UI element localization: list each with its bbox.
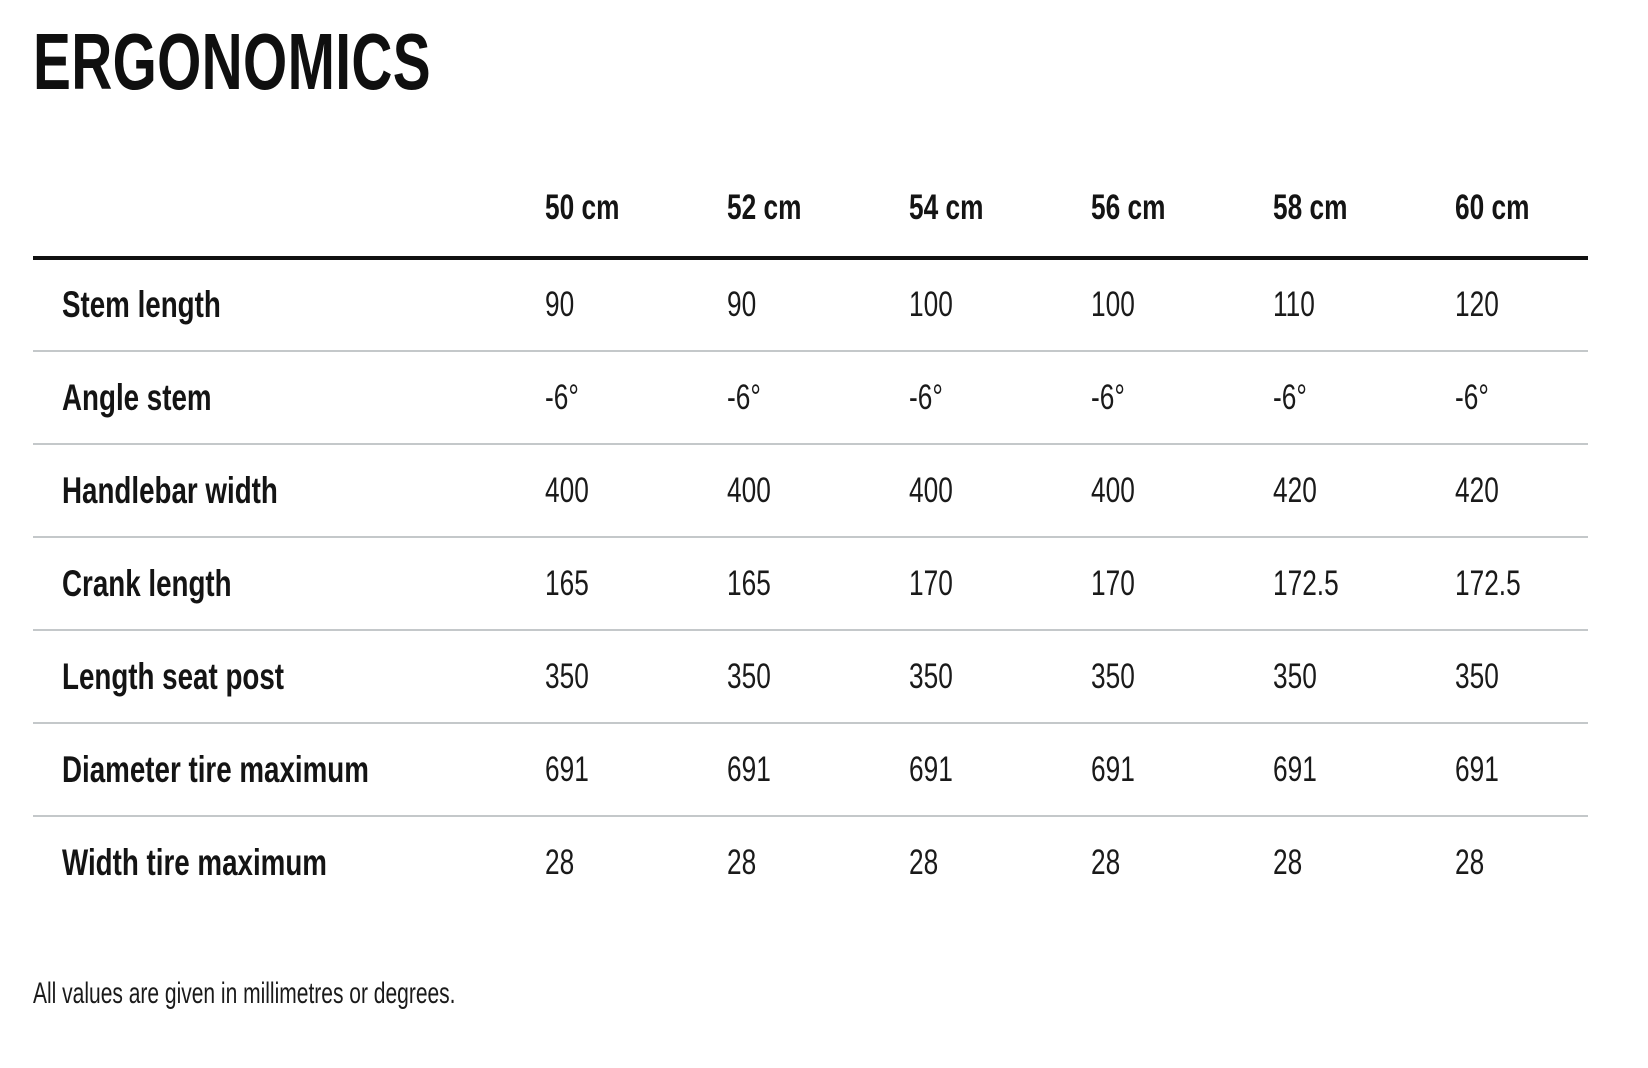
cell: 28 xyxy=(727,815,909,909)
ergonomics-table: 50 cm 52 cm 54 cm 56 cm 58 cm 60 cm Stem… xyxy=(33,160,1588,909)
cell: 120 xyxy=(1455,285,1499,324)
row-handlebar-width: Handlebar width 400 400 400 400 420 420 xyxy=(33,443,1588,537)
cell: 165 xyxy=(727,536,909,630)
page-title: ERGONOMICS xyxy=(33,22,1648,102)
cell: 350 xyxy=(545,629,727,723)
column-header-50cm: 50 cm xyxy=(545,160,727,260)
cell: 350 xyxy=(1455,629,1588,723)
column-header-label: 58 cm xyxy=(1273,188,1348,227)
column-header-label: 50 cm xyxy=(545,188,620,227)
row-angle-stem: Angle stem -6° -6° -6° -6° -6° -6° xyxy=(33,350,1588,444)
header-row: 50 cm 52 cm 54 cm 56 cm 58 cm 60 cm xyxy=(33,160,1588,260)
row-length-seat-post: Length seat post 350 350 350 350 350 350 xyxy=(33,629,1588,723)
row-label: Length seat post xyxy=(33,629,545,723)
column-header-label: 56 cm xyxy=(1091,188,1166,227)
cell: 90 xyxy=(727,285,757,324)
cell: 100 xyxy=(909,285,953,324)
cell: -6° xyxy=(727,350,909,444)
cell: -6° xyxy=(545,350,727,444)
cell: -6° xyxy=(1273,350,1455,444)
cell: 420 xyxy=(1273,443,1455,537)
cell: 172.5 xyxy=(1273,536,1455,630)
cell: 170 xyxy=(1091,536,1273,630)
row-label: Stem length xyxy=(62,284,221,325)
column-header-54cm: 54 cm xyxy=(909,160,1091,260)
column-header-label: 54 cm xyxy=(909,188,984,227)
row-width-tire-maximum: Width tire maximum 28 28 28 28 28 28 xyxy=(33,815,1588,909)
cell: 110 xyxy=(1273,285,1315,324)
cell: 400 xyxy=(909,443,1091,537)
cell: 28 xyxy=(1455,815,1588,909)
cell: 28 xyxy=(909,815,1091,909)
cell: 691 xyxy=(727,722,909,816)
row-diameter-tire-maximum: Diameter tire maximum 691 691 691 691 69… xyxy=(33,722,1588,816)
row-label: Width tire maximum xyxy=(33,815,545,909)
cell: 28 xyxy=(1091,815,1273,909)
column-header-52cm: 52 cm xyxy=(727,160,909,260)
header-spacer xyxy=(33,160,545,260)
cell: 100 xyxy=(1091,285,1135,324)
column-header-label: 52 cm xyxy=(727,188,802,227)
cell: 172.5 xyxy=(1455,536,1588,630)
cell: -6° xyxy=(1455,350,1588,444)
table-body: Stem length 90 90 100 100 110 120 Angle … xyxy=(33,258,1588,909)
row-label: Crank length xyxy=(33,536,545,630)
cell: 400 xyxy=(727,443,909,537)
cell: 400 xyxy=(545,443,727,537)
cell: 170 xyxy=(909,536,1091,630)
column-header-label: 60 cm xyxy=(1455,188,1530,227)
cell: 691 xyxy=(545,722,727,816)
cell: 350 xyxy=(909,629,1091,723)
row-label: Diameter tire maximum xyxy=(33,722,545,816)
cell: 28 xyxy=(1273,815,1455,909)
cell: 350 xyxy=(1273,629,1455,723)
cell: 28 xyxy=(545,815,727,909)
row-stem-length: Stem length 90 90 100 100 110 120 xyxy=(33,258,1588,351)
page-title-text: ERGONOMICS xyxy=(33,17,432,106)
cell: 691 xyxy=(909,722,1091,816)
column-header-60cm: 60 cm xyxy=(1455,160,1588,260)
cell: -6° xyxy=(909,350,1091,444)
cell: -6° xyxy=(1091,350,1273,444)
cell: 90 xyxy=(545,285,575,324)
table-header: 50 cm 52 cm 54 cm 56 cm 58 cm 60 cm xyxy=(33,160,1588,260)
table-footnote: All values are given in millimetres or d… xyxy=(33,977,456,1010)
ergonomics-section: ERGONOMICS 50 cm 52 cm 54 cm 56 cm 58 cm… xyxy=(0,22,1648,1011)
row-label: Handlebar width xyxy=(33,443,545,537)
cell: 165 xyxy=(545,536,727,630)
row-label: Angle stem xyxy=(33,350,545,444)
cell: 420 xyxy=(1455,443,1588,537)
cell: 400 xyxy=(1091,443,1273,537)
cell: 350 xyxy=(727,629,909,723)
cell: 691 xyxy=(1455,722,1588,816)
row-crank-length: Crank length 165 165 170 170 172.5 172.5 xyxy=(33,536,1588,630)
cell: 350 xyxy=(1091,629,1273,723)
column-header-56cm: 56 cm xyxy=(1091,160,1273,260)
cell: 691 xyxy=(1273,722,1455,816)
cell: 691 xyxy=(1091,722,1273,816)
column-header-58cm: 58 cm xyxy=(1273,160,1455,260)
